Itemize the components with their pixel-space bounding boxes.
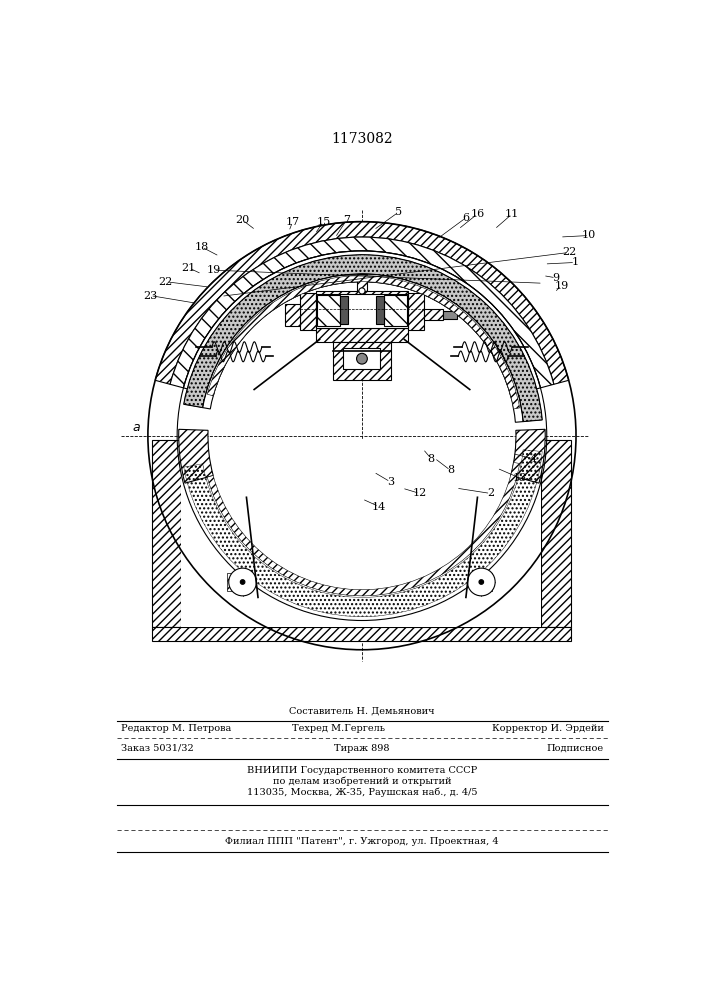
Wedge shape bbox=[207, 276, 520, 409]
Text: a: a bbox=[132, 421, 140, 434]
Text: Подписное: Подписное bbox=[547, 744, 604, 753]
Text: 15: 15 bbox=[316, 217, 331, 227]
Bar bbox=[542, 440, 571, 627]
Text: 10: 10 bbox=[582, 231, 596, 240]
Text: Филиал ППП "Патент", г. Ужгород, ул. Проектная, 4: Филиал ППП "Патент", г. Ужгород, ул. Про… bbox=[225, 837, 498, 846]
Text: 2: 2 bbox=[487, 488, 494, 498]
Bar bbox=[443, 311, 457, 319]
Bar bbox=[333, 342, 391, 380]
Circle shape bbox=[229, 568, 257, 596]
Bar bbox=[152, 627, 571, 641]
Wedge shape bbox=[184, 450, 542, 617]
Text: ВНИИПИ Государственного комитета СССР: ВНИИПИ Государственного комитета СССР bbox=[247, 766, 477, 775]
Text: Техред М.Гергель: Техред М.Гергель bbox=[293, 724, 385, 733]
Text: 1: 1 bbox=[572, 257, 579, 267]
Text: 16: 16 bbox=[470, 209, 484, 219]
Circle shape bbox=[356, 353, 368, 364]
Text: 18: 18 bbox=[194, 242, 209, 252]
Bar bbox=[300, 293, 316, 330]
Text: 1173082: 1173082 bbox=[331, 132, 393, 146]
Wedge shape bbox=[207, 462, 520, 596]
Wedge shape bbox=[183, 251, 540, 396]
Wedge shape bbox=[510, 429, 545, 483]
Bar bbox=[181, 440, 542, 627]
Text: 19: 19 bbox=[206, 265, 221, 275]
Bar bbox=[316, 291, 408, 305]
Bar bbox=[300, 293, 423, 339]
Text: Заказ 5031/32: Заказ 5031/32 bbox=[121, 744, 194, 753]
Text: 11: 11 bbox=[505, 209, 519, 219]
Wedge shape bbox=[179, 429, 214, 483]
Text: 22: 22 bbox=[158, 277, 173, 287]
Text: 14: 14 bbox=[372, 502, 386, 512]
Wedge shape bbox=[203, 274, 523, 422]
Bar bbox=[344, 348, 380, 369]
Text: 22: 22 bbox=[562, 247, 576, 257]
Text: 4: 4 bbox=[530, 454, 537, 464]
Text: Составитель Н. Демьянович: Составитель Н. Демьянович bbox=[289, 707, 435, 716]
Bar bbox=[152, 440, 181, 627]
Text: 12: 12 bbox=[413, 488, 427, 498]
Text: 6: 6 bbox=[462, 213, 469, 223]
Text: Редактор М. Петрова: Редактор М. Петрова bbox=[121, 724, 231, 733]
Bar bbox=[285, 304, 300, 326]
Bar bbox=[316, 294, 408, 328]
Bar bbox=[408, 293, 423, 330]
Circle shape bbox=[359, 288, 365, 294]
Text: 3: 3 bbox=[387, 477, 394, 487]
Text: 8: 8 bbox=[447, 465, 454, 475]
Bar bbox=[376, 296, 383, 324]
Bar bbox=[423, 309, 443, 320]
Bar bbox=[227, 573, 238, 591]
Text: 23: 23 bbox=[143, 291, 158, 301]
Circle shape bbox=[479, 580, 484, 584]
Text: 113035, Москва, Ж-35, Раушская наб., д. 4/5: 113035, Москва, Ж-35, Раушская наб., д. … bbox=[247, 787, 477, 797]
Text: Тираж 898: Тираж 898 bbox=[334, 744, 390, 753]
Text: 8: 8 bbox=[428, 454, 435, 464]
Text: 21: 21 bbox=[182, 263, 196, 273]
Bar bbox=[317, 295, 340, 326]
Wedge shape bbox=[155, 222, 568, 384]
Text: 5: 5 bbox=[395, 207, 402, 217]
Text: 17: 17 bbox=[286, 217, 300, 227]
Text: 20: 20 bbox=[235, 215, 250, 225]
Bar bbox=[481, 573, 492, 591]
Bar bbox=[316, 328, 408, 342]
Text: по делам изобретений и открытий: по делам изобретений и открытий bbox=[273, 777, 451, 786]
Text: Корректор И. Эрдейи: Корректор И. Эрдейи bbox=[492, 724, 604, 733]
Wedge shape bbox=[170, 237, 554, 388]
Circle shape bbox=[240, 580, 245, 584]
Bar bbox=[383, 295, 407, 326]
Text: 19: 19 bbox=[554, 281, 568, 291]
Circle shape bbox=[467, 568, 495, 596]
Text: 7: 7 bbox=[343, 215, 350, 225]
Text: 9: 9 bbox=[552, 273, 559, 283]
Bar bbox=[356, 274, 368, 291]
Wedge shape bbox=[203, 449, 523, 597]
Text: 13: 13 bbox=[513, 473, 527, 483]
Wedge shape bbox=[184, 255, 542, 422]
Bar bbox=[340, 296, 348, 324]
